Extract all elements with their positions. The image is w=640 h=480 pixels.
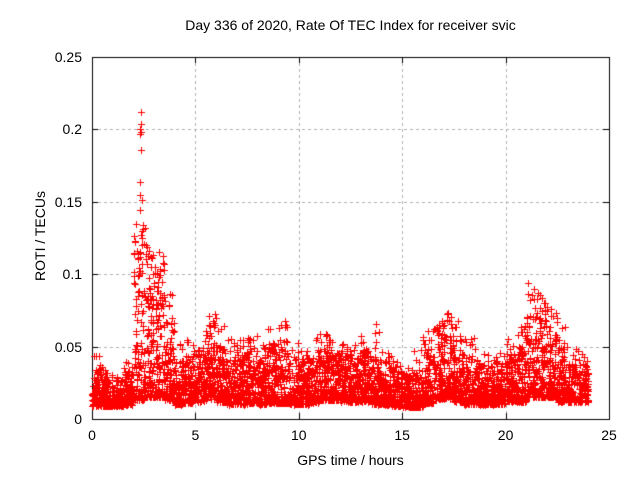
y-tick-label: 0.05: [54, 338, 82, 355]
x-axis-label: GPS time / hours: [297, 452, 404, 468]
y-tick-label: 0.2: [62, 121, 82, 138]
y-tick-label: 0.15: [54, 193, 82, 210]
x-tick-label: 25: [601, 427, 617, 443]
y-tick-label: 0: [74, 411, 82, 427]
x-tick-label: 15: [394, 427, 410, 443]
x-tick-label: 10: [291, 427, 307, 443]
y-tick-label: 0.1: [62, 266, 82, 283]
x-tick-label: 5: [191, 427, 200, 443]
chart-title: Day 336 of 2020, Rate Of TEC Index for r…: [185, 17, 516, 33]
x-tick-label: 20: [497, 427, 514, 443]
y-tick-label: 0.25: [54, 49, 82, 65]
x-tick-label: 0: [88, 427, 96, 443]
